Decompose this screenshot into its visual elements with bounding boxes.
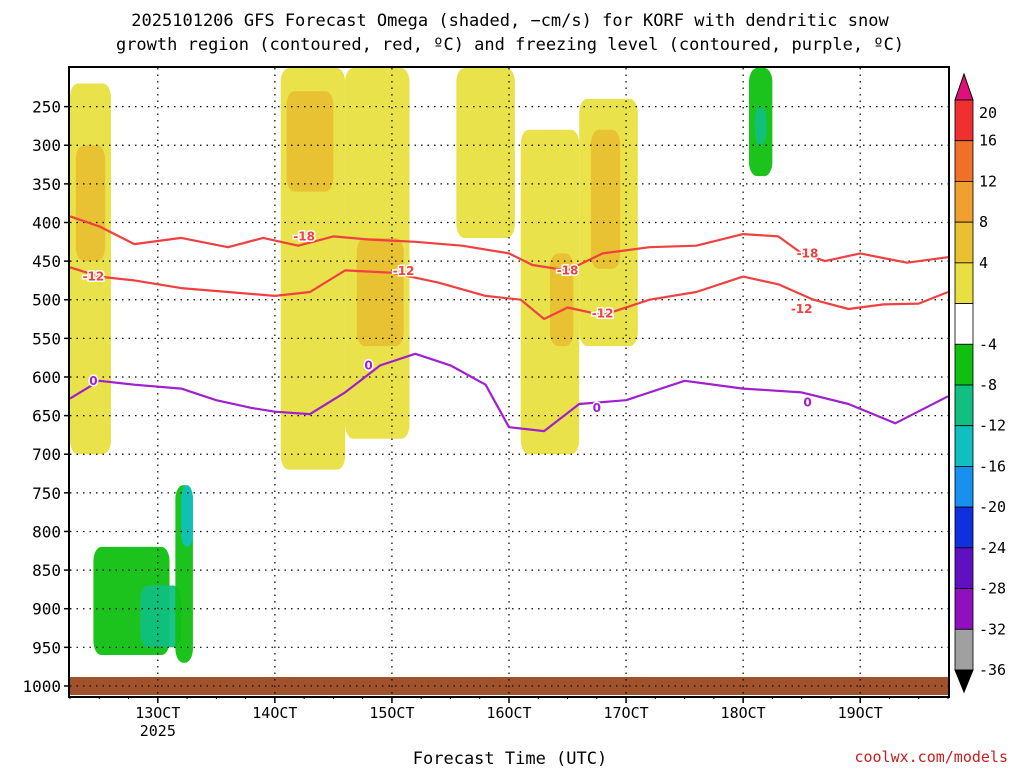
contour-label: -18: [293, 229, 315, 243]
colorbar-label: -36: [979, 661, 1006, 679]
omega-colorbar: 20 16 12 8 4 -4 -8 -12 -16 -20 -24 -28 -32 -36: [954, 72, 1006, 694]
credit-text: coolwx.com/models: [854, 748, 1008, 766]
y-tick-label: 300: [32, 136, 61, 155]
colorbar-label: -12: [979, 417, 1006, 435]
chart-title-line1: 2025101206 GFS Forecast Omega (shaded, −…: [131, 11, 889, 31]
x-tick-label: 17OCT: [603, 704, 648, 722]
contour-line: [69, 352, 949, 433]
colorbar-segment: [954, 588, 974, 630]
x-tick-year-label: 2025: [140, 722, 176, 740]
y-tick-label: 600: [32, 368, 61, 387]
y-tick-label: 1000: [22, 677, 61, 696]
colorbar-segment: [954, 547, 974, 589]
omega-region: [590, 129, 621, 269]
colorbar-top-arrow: [954, 72, 974, 101]
omega-region: [286, 91, 334, 192]
colorbar-label: 16: [979, 132, 997, 150]
colorbar-label: 20: [979, 104, 997, 122]
y-tick-label: 650: [32, 407, 61, 426]
x-tick-label: 13OCT: [135, 704, 180, 722]
colorbar-label: -24: [979, 539, 1006, 557]
colorbar-bottom-arrow: [954, 669, 974, 694]
colorbar-label: -32: [979, 620, 1006, 638]
y-tick-label: 850: [32, 561, 61, 580]
y-tick-label: 450: [32, 252, 61, 271]
contour-label: -12: [592, 307, 614, 321]
colorbar-segment: [954, 425, 974, 467]
colorbar-segment: [954, 466, 974, 508]
y-tick-label: 700: [32, 445, 61, 464]
omega-region: [754, 106, 767, 146]
grid-lines: [70, 68, 948, 696]
contour-label: 0: [364, 358, 372, 372]
y-tick-label: 500: [32, 291, 61, 310]
omega-region: [549, 253, 574, 347]
omega-region: [75, 145, 106, 262]
contour-label: 0: [803, 395, 811, 409]
y-tick-label: 750: [32, 484, 61, 503]
x-tick-label: 19OCT: [838, 704, 883, 722]
colorbar-segment: [954, 99, 974, 142]
x-tick-label: 14OCT: [252, 704, 297, 722]
colorbar-segment: [954, 181, 974, 223]
colorbar-label: -20: [979, 498, 1006, 516]
y-tick-label: 900: [32, 600, 61, 619]
contour-label: -12: [83, 270, 105, 284]
contour-label: 0: [593, 401, 601, 415]
colorbar-label: 4: [979, 254, 988, 272]
colorbar-segment: [954, 262, 974, 304]
x-tick-label: 18OCT: [721, 704, 766, 722]
contour-line: [69, 266, 949, 321]
pressure-axis: 250 300 350 400 450 500 550 600 650 700 750 800 850 9…: [22, 98, 70, 696]
y-tick-label: 400: [32, 213, 61, 232]
y-tick-label: 250: [32, 98, 61, 117]
colorbar-label: -4: [979, 335, 997, 353]
contour-label: 0: [89, 374, 97, 388]
contour-label: -12: [791, 302, 813, 316]
omega-region: [140, 585, 182, 648]
x-axis-label: Forecast Time (UTC): [413, 749, 607, 768]
colorbar-label: -16: [979, 457, 1006, 475]
colorbar-segment: [954, 384, 974, 427]
colorbar-label: 8: [979, 213, 988, 231]
colorbar-label: -28: [979, 580, 1006, 598]
colorbar-segment: [954, 343, 974, 386]
omega-region: [356, 237, 404, 347]
contour-label: -18: [557, 263, 579, 277]
y-tick-label: 950: [32, 638, 61, 657]
y-tick-label: 350: [32, 175, 61, 194]
colorbar-label: 12: [979, 172, 997, 190]
x-tick-label: 16OCT: [486, 704, 531, 722]
y-tick-label: 800: [32, 522, 61, 541]
omega-region: [456, 68, 515, 238]
colorbar-segment: [954, 140, 974, 182]
contour-label: -12: [393, 264, 415, 278]
colorbar-segment: [954, 506, 974, 549]
x-tick-label: 15OCT: [369, 704, 414, 722]
colorbar-segment: [954, 628, 974, 671]
omega-region: [181, 485, 193, 547]
chart-title-line2: growth region (contoured, red, ºC) and f…: [116, 35, 904, 55]
colorbar-segment: [954, 303, 974, 345]
temperature-contours: -18 -18 -18 -12 -12 -12 -12 0 0 0 0: [69, 215, 949, 433]
contour-line: [69, 215, 949, 272]
y-tick-label: 550: [32, 329, 61, 348]
contour-label: -18: [797, 246, 819, 260]
colorbar-label: -8: [979, 376, 997, 394]
omega-shading: [70, 68, 773, 663]
colorbar-segment: [954, 221, 974, 264]
